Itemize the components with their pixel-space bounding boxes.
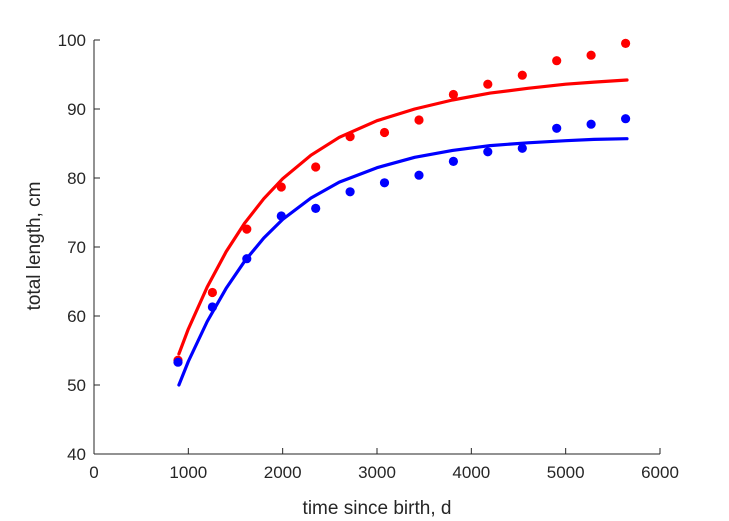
data-point-1 (207, 287, 217, 298)
data-point-1 (242, 224, 252, 234)
data-point-2 (276, 211, 286, 221)
data-point-2 (207, 302, 217, 312)
data-point-2 (483, 147, 493, 157)
data-point-2 (173, 357, 183, 367)
data-point-1 (448, 89, 458, 100)
axes: 0 1000 2000 3000 4000 5000 6000 40 50 60 70 80 90 10… (58, 31, 679, 482)
plot-area (173, 38, 631, 387)
fit-curve-2 (177, 137, 629, 387)
x-tick-label: 1000 (169, 463, 207, 482)
data-point-1 (552, 56, 562, 66)
y-tick-label: 90 (67, 100, 86, 119)
y-tick-label: 50 (67, 376, 86, 395)
data-point-2 (448, 156, 458, 166)
x-tick-label: 6000 (641, 463, 679, 482)
x-tick-label: 0 (89, 463, 98, 482)
x-axis-label: time since birth, d (303, 498, 452, 519)
data-point-2 (311, 203, 321, 213)
data-point-2 (517, 143, 527, 153)
y-tick-label: 80 (67, 169, 86, 188)
data-point-1 (483, 79, 493, 89)
fit-curve-1 (177, 78, 629, 356)
data-point-2 (586, 119, 596, 129)
data-point-1 (311, 162, 321, 172)
data-point-2 (345, 187, 355, 197)
y-tick-label: 40 (67, 445, 86, 464)
data-point-1 (517, 70, 527, 80)
data-point-2 (552, 123, 562, 133)
x-ticks: 0 1000 2000 3000 4000 5000 6000 (89, 448, 679, 482)
data-point-1 (276, 182, 286, 192)
data-point-1 (414, 115, 424, 125)
y-tick-label: 60 (67, 307, 86, 326)
x-tick-label: 2000 (264, 463, 302, 482)
data-point-1 (586, 50, 596, 60)
y-tick-label: 70 (67, 238, 86, 257)
data-point-2 (242, 254, 252, 264)
data-point-2 (621, 114, 631, 124)
y-tick-label: 100 (58, 31, 86, 50)
data-point-2 (379, 178, 390, 188)
y-ticks: 40 50 60 70 80 90 100 (58, 31, 100, 464)
x-tick-label: 3000 (358, 463, 396, 482)
data-points (173, 38, 631, 367)
data-point-1 (379, 127, 390, 138)
fit-curves (177, 78, 629, 387)
x-tick-label: 5000 (547, 463, 585, 482)
data-point-2 (414, 170, 424, 180)
data-point-1 (621, 38, 631, 49)
data-point-1 (345, 132, 355, 142)
y-axis-label: total length, cm (24, 182, 45, 311)
x-tick-label: 4000 (452, 463, 490, 482)
